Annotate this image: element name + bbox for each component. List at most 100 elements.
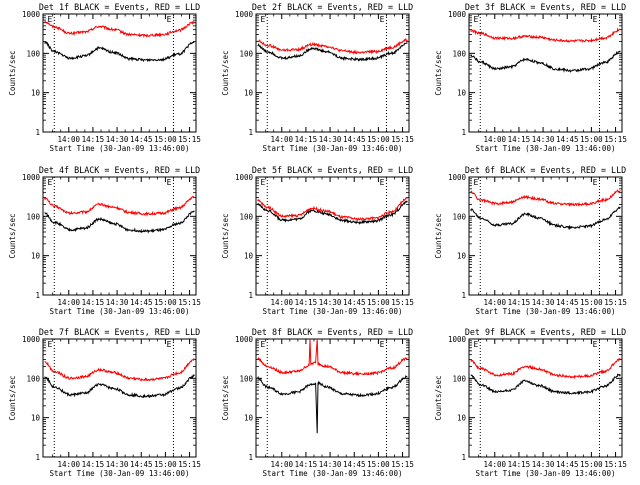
x-tick-label: 14:30 <box>319 135 342 144</box>
y-tick-label: 10 <box>457 252 467 261</box>
y-tick-label: 1 <box>461 453 466 462</box>
y-axis-label: Counts/sec <box>434 213 443 258</box>
series-line <box>44 41 195 63</box>
x-tick-label: 15:00 <box>154 460 177 469</box>
x-tick-label: 15:00 <box>367 298 390 307</box>
chart-panel: Det 6f BLACK = Events, RED = LLD Counts/s… <box>434 165 627 316</box>
y-axis-label: Counts/sec <box>434 375 443 420</box>
y-tick-label: 10 <box>244 89 254 98</box>
series-line <box>44 357 195 382</box>
x-tick-label: 14:00 <box>270 460 293 469</box>
x-tick-label: 15:00 <box>367 460 390 469</box>
event-marker-label: E <box>593 340 598 349</box>
event-marker-label: E <box>593 15 598 24</box>
plot-frame <box>255 338 410 458</box>
x-tick-label: 14:30 <box>106 460 129 469</box>
chart-panel: Det 2f BLACK = Events, RED = LLD Counts/s… <box>221 2 414 153</box>
y-tick-label: 100 <box>452 374 466 383</box>
event-marker-label: E <box>473 178 478 187</box>
plot-frame <box>468 176 623 296</box>
series-line <box>257 338 408 377</box>
series-line <box>470 373 621 396</box>
chart-panel: Det 7f BLACK = Events, RED = LLD Counts/s… <box>8 327 201 478</box>
chart-title: Det 3f BLACK = Events, RED = LLD <box>465 2 626 12</box>
y-tick-label: 1 <box>35 291 40 300</box>
chart-title: Det 1f BLACK = Events, RED = LLD <box>39 2 200 12</box>
x-tick-label: 15:15 <box>604 298 627 307</box>
y-tick-label: 100 <box>452 49 466 58</box>
y-tick-label: 10 <box>457 414 467 423</box>
y-tick-label: 1 <box>35 128 40 137</box>
x-axis-label: Start Time (30-Jan-09 13:46:00) <box>476 307 616 316</box>
x-tick-label: 15:15 <box>391 298 414 307</box>
y-tick-label: 1 <box>35 453 40 462</box>
chart-title: Det 7f BLACK = Events, RED = LLD <box>39 327 200 337</box>
x-tick-label: 14:00 <box>483 298 506 307</box>
plot-frame <box>255 13 410 133</box>
y-tick-label: 1000 <box>448 335 467 344</box>
x-tick-label: 14:30 <box>319 298 342 307</box>
x-tick-label: 14:45 <box>130 460 153 469</box>
y-tick-label: 1000 <box>22 10 41 19</box>
y-tick-label: 10 <box>31 414 41 423</box>
y-tick-label: 1 <box>461 291 466 300</box>
plot-frame <box>468 13 623 133</box>
event-marker-label: E <box>593 178 598 187</box>
event-marker-label: E <box>260 340 265 349</box>
event-marker-label: E <box>473 15 478 24</box>
x-tick-label: 14:00 <box>483 460 506 469</box>
series-line <box>470 50 621 73</box>
series-line <box>44 195 195 217</box>
x-tick-label: 15:15 <box>178 460 201 469</box>
x-tick-label: 15:15 <box>391 135 414 144</box>
x-axis-label: Start Time (30-Jan-09 13:46:00) <box>263 469 403 478</box>
chart-title: Det 6f BLACK = Events, RED = LLD <box>465 165 626 175</box>
x-tick-label: 15:00 <box>367 135 390 144</box>
chart-panel: Det 9f BLACK = Events, RED = LLD Counts/s… <box>434 327 627 478</box>
x-tick-label: 14:30 <box>106 298 129 307</box>
y-tick-label: 100 <box>26 49 40 58</box>
y-axis-label: Counts/sec <box>221 50 230 95</box>
chart-panel: Det 8f BLACK = Events, RED = LLD Counts/s… <box>221 327 414 478</box>
x-axis-label: Start Time (30-Jan-09 13:46:00) <box>476 144 616 153</box>
y-tick-label: 100 <box>26 212 40 221</box>
x-tick-label: 15:15 <box>178 135 201 144</box>
x-tick-label: 14:00 <box>483 135 506 144</box>
event-marker-label: E <box>47 178 52 187</box>
series-line <box>470 189 621 207</box>
y-axis-label: Counts/sec <box>221 213 230 258</box>
x-tick-label: 14:45 <box>556 460 579 469</box>
y-tick-label: 1 <box>461 128 466 137</box>
series-line <box>44 20 195 39</box>
x-tick-label: 14:30 <box>532 460 555 469</box>
x-tick-label: 15:15 <box>604 460 627 469</box>
y-tick-label: 100 <box>452 212 466 221</box>
x-tick-label: 14:45 <box>343 298 366 307</box>
x-tick-label: 15:15 <box>178 298 201 307</box>
x-axis-label: Start Time (30-Jan-09 13:46:00) <box>263 144 403 153</box>
chart-title: Det 5f BLACK = Events, RED = LLD <box>252 165 413 175</box>
x-tick-label: 14:45 <box>556 135 579 144</box>
series-line <box>257 37 408 55</box>
event-marker-label: E <box>260 178 265 187</box>
x-tick-label: 14:15 <box>295 135 318 144</box>
series-line <box>44 210 195 234</box>
event-marker-label: E <box>167 340 172 349</box>
y-tick-label: 1000 <box>22 173 41 182</box>
x-tick-label: 15:00 <box>154 135 177 144</box>
x-axis-label: Start Time (30-Jan-09 13:46:00) <box>50 469 190 478</box>
x-tick-label: 15:00 <box>580 460 603 469</box>
y-axis-label: Counts/sec <box>8 50 17 95</box>
y-tick-label: 1 <box>248 453 253 462</box>
y-tick-label: 1000 <box>22 335 41 344</box>
x-tick-label: 14:00 <box>270 298 293 307</box>
chart-panel: Det 3f BLACK = Events, RED = LLD Counts/s… <box>434 2 627 153</box>
chart-title: Det 9f BLACK = Events, RED = LLD <box>465 327 626 337</box>
event-marker-label: E <box>47 15 52 24</box>
event-marker-label: E <box>380 15 385 24</box>
y-axis-label: Counts/sec <box>8 375 17 420</box>
y-tick-label: 1 <box>248 128 253 137</box>
series-line <box>257 375 408 434</box>
